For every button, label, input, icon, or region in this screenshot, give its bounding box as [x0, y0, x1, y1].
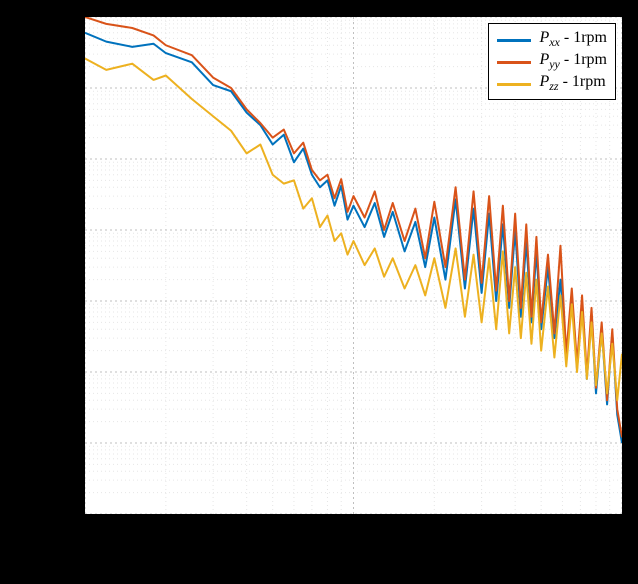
legend-sym-pyy: P — [539, 51, 549, 68]
legend-sub-pyy: yy — [549, 58, 560, 72]
legend-swatch-pzz — [497, 83, 531, 86]
legend-swatch-pyy — [497, 61, 531, 64]
legend-item-pyy: Pyy - 1rpm — [497, 51, 607, 73]
legend-sym-pzz: P — [539, 73, 549, 90]
legend-item-pzz: Pzz - 1rpm — [497, 73, 607, 95]
page-root: Pxx - 1rpm Pyy - 1rpm Pzz - 1rpm — [0, 0, 638, 584]
legend-label-pyy: Pyy - 1rpm — [539, 51, 607, 72]
legend-box: Pxx - 1rpm Pyy - 1rpm Pzz - 1rpm — [488, 23, 616, 100]
legend-suffix-pyy: - 1rpm — [560, 51, 607, 68]
legend-item-pxx: Pxx - 1rpm — [497, 29, 607, 51]
legend-swatch-pxx — [497, 39, 531, 42]
legend-suffix-pzz: - 1rpm — [559, 73, 606, 90]
legend-label-pxx: Pxx - 1rpm — [539, 29, 607, 50]
legend-sym-pxx: P — [539, 29, 549, 46]
legend-sub-pzz: zz — [549, 80, 558, 94]
legend-suffix-pxx: - 1rpm — [560, 29, 607, 46]
legend-sub-pxx: xx — [549, 36, 560, 50]
chart-panel: Pxx - 1rpm Pyy - 1rpm Pzz - 1rpm — [83, 15, 624, 516]
legend-label-pzz: Pzz - 1rpm — [539, 73, 605, 94]
